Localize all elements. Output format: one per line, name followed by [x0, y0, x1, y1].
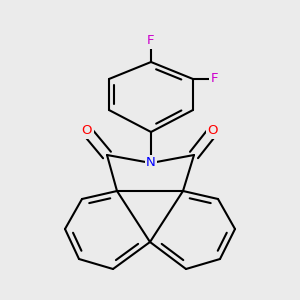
Text: N: N — [146, 157, 156, 169]
Text: F: F — [210, 73, 218, 85]
Text: O: O — [208, 124, 218, 137]
Text: F: F — [147, 34, 155, 47]
Text: O: O — [82, 124, 92, 137]
